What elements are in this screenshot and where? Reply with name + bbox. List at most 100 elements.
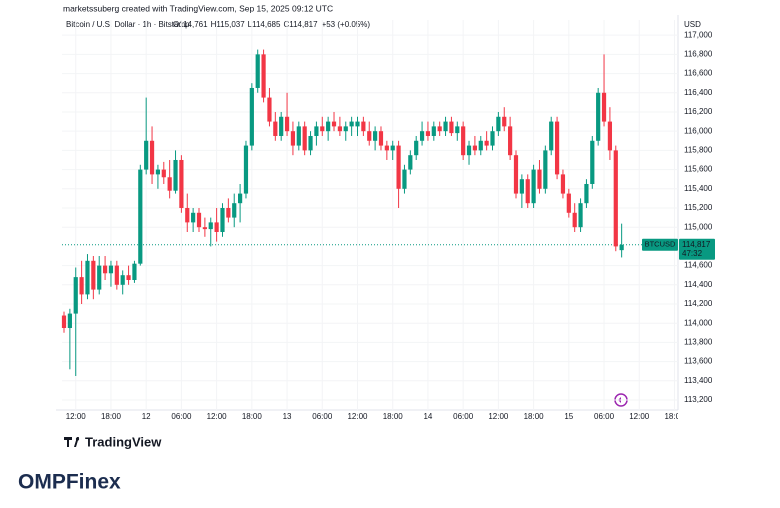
candle-body <box>102 265 108 274</box>
candle-body <box>149 140 155 175</box>
candle-body <box>67 313 72 329</box>
y-tick-label: 116,600 <box>684 69 713 78</box>
y-tick-label: 113,600 <box>684 357 713 366</box>
candle-body <box>243 145 249 194</box>
tradingview-brand: TradingView <box>85 434 162 449</box>
candle-body <box>443 121 448 132</box>
candle-body <box>61 315 67 329</box>
candle-body <box>384 145 389 151</box>
y-tick-label: 115,200 <box>684 203 713 212</box>
y-tick-label: 114,600 <box>684 261 713 270</box>
candle-body <box>320 126 325 132</box>
candle-body <box>73 277 78 314</box>
candle-body <box>607 121 613 151</box>
candle-body <box>279 116 284 136</box>
candle-body <box>255 54 260 88</box>
candle-body <box>302 126 307 151</box>
countdown-text: 47:32 <box>682 249 703 258</box>
y-tick-label: 116,000 <box>684 126 713 135</box>
y-tick-label: 113,800 <box>684 338 713 347</box>
candle-body <box>326 121 331 132</box>
candle-body <box>191 212 196 223</box>
x-tick-label: 12:00 <box>207 412 228 421</box>
candle-body <box>126 275 131 280</box>
price-tag <box>679 238 715 260</box>
candle-body <box>566 193 571 213</box>
x-tick-label: 18:00 <box>664 412 685 421</box>
candle-body <box>179 159 184 208</box>
y-tick-label: 116,400 <box>684 88 713 97</box>
candle-body <box>337 126 342 132</box>
candle-body <box>455 126 460 134</box>
candle-body <box>220 207 225 232</box>
candle-body <box>155 169 161 175</box>
candle-body <box>331 121 337 127</box>
candle-body <box>85 260 90 295</box>
candle-body <box>284 116 290 132</box>
candle-body <box>167 177 172 191</box>
x-tick-label: 12:00 <box>347 412 368 421</box>
ohlc-change: +53 (+0.05%) <box>322 20 371 29</box>
candle-body <box>196 212 202 228</box>
candle-body <box>185 207 190 223</box>
candle-body <box>390 145 395 151</box>
y-tick-label: 115,600 <box>684 165 713 174</box>
candle-body <box>120 275 125 285</box>
candle-body <box>97 265 102 290</box>
candle-body <box>267 97 272 122</box>
y-tick-label: 116,800 <box>684 49 713 58</box>
candle-body <box>355 121 360 127</box>
x-axis: 12:00 18:00 12 06:00 12:00 18:00 13 06:00 12:00 1… <box>66 412 685 421</box>
candle-body <box>549 121 554 151</box>
candle-body <box>308 135 313 151</box>
candle-body <box>261 54 266 98</box>
attribution: marketssuberg created with TradingView.c… <box>63 3 333 13</box>
candle-body <box>478 140 483 151</box>
candle-body <box>513 155 519 194</box>
candle-body <box>408 155 413 170</box>
ohlc-legend: O 114,761 H 115,037 L 114,685 C 114,817 +53 (+0.… <box>173 20 370 29</box>
candle-body <box>367 131 372 141</box>
price-tag-text: 114,817 <box>682 240 711 249</box>
candle-body <box>402 169 407 189</box>
x-tick-label: 12:00 <box>629 412 650 421</box>
candle-body <box>296 126 301 146</box>
candle-body <box>613 150 618 247</box>
candle-body <box>378 131 384 146</box>
y-tick-label: 114,000 <box>684 318 713 327</box>
candle-body <box>161 169 166 178</box>
y-tick-label: 117,000 <box>684 30 713 39</box>
x-tick-label: 18:00 <box>101 412 122 421</box>
candle-body <box>490 131 495 146</box>
x-tick-label: 18:00 <box>524 412 545 421</box>
x-tick-label: 14 <box>423 412 432 421</box>
candle-body <box>396 145 401 189</box>
y-tick-label: 115,800 <box>684 145 713 154</box>
x-tick-label: 18:00 <box>383 412 404 421</box>
candle-body <box>273 121 278 136</box>
symbol-tag-text: BTCUSD <box>645 240 676 249</box>
candle-body <box>138 169 143 264</box>
candle-body <box>132 263 137 280</box>
candle-body <box>601 92 607 122</box>
candle-body <box>484 140 489 146</box>
x-tick-label: 06:00 <box>594 412 615 421</box>
candle-body <box>525 179 530 204</box>
candle-body <box>249 87 254 146</box>
y-tick-label: 114,200 <box>684 299 713 308</box>
x-tick-label: 12 <box>142 412 151 421</box>
grid <box>62 20 678 410</box>
candle-body <box>543 150 548 189</box>
candle-body <box>419 131 425 141</box>
x-tick-label: 15 <box>564 412 573 421</box>
candle-body <box>502 116 507 127</box>
candle-body <box>449 121 454 134</box>
ohlc-value: 114,761 <box>179 20 208 29</box>
candle-body <box>208 222 213 230</box>
x-tick-label: 18:00 <box>242 412 263 421</box>
candle-body <box>290 131 296 146</box>
candle-body <box>519 179 524 194</box>
candle-body <box>108 265 114 274</box>
